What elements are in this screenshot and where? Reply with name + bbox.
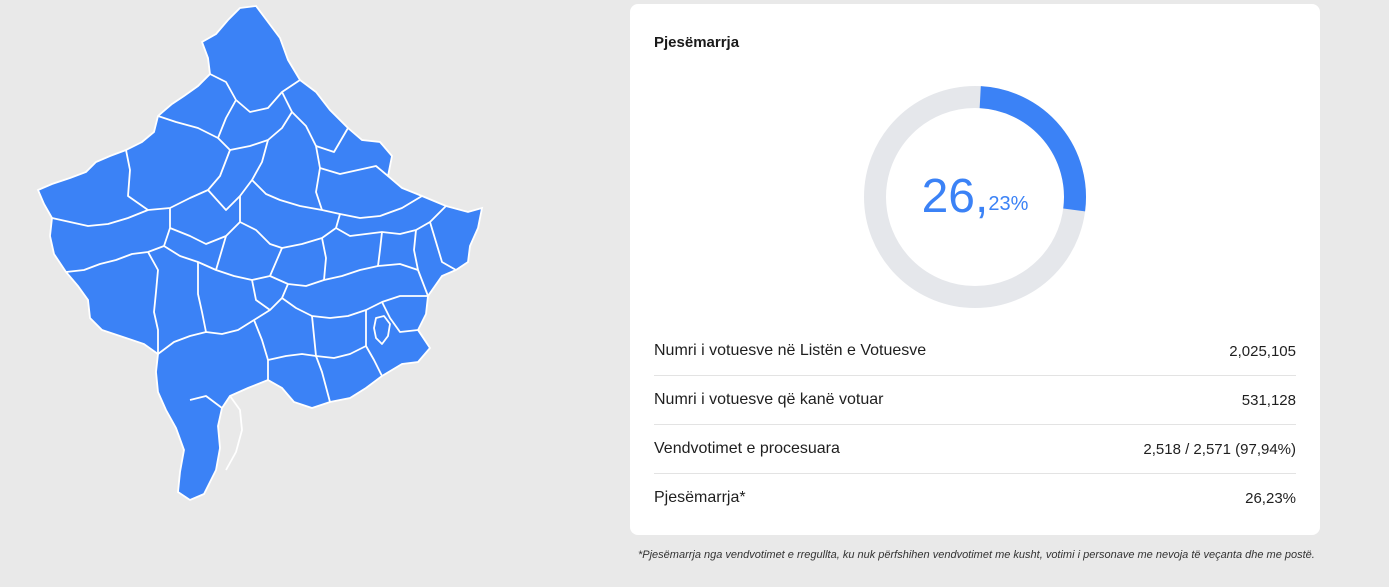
- stat-label: Vendvotimet e procesuara: [654, 440, 840, 457]
- turnout-donut: 26, 23%: [862, 84, 1088, 310]
- turnout-card: Pjesëmarrja 26, 23% Numri i votuesve në …: [630, 4, 1320, 535]
- donut-chart: [864, 86, 1086, 308]
- municipality-borders: [51, 73, 457, 471]
- stat-value: 26,23%: [1245, 489, 1296, 507]
- stat-row-registered-voters: Numri i votuesve në Listën e Votuesve 2,…: [654, 327, 1296, 376]
- stat-row-voted: Numri i votuesve që kanë votuar 531,128: [654, 376, 1296, 425]
- map-svg: [36, 5, 484, 502]
- stat-row-polling-stations: Vendvotimet e procesuara 2,518 / 2,571 (…: [654, 425, 1296, 474]
- map-outline[interactable]: [36, 5, 484, 502]
- stat-value: 2,025,105: [1229, 342, 1296, 360]
- turnout-footnote: *Pjesëmarrja nga vendvotimet e rregullta…: [638, 549, 1315, 561]
- municipality-map: [30, 0, 500, 510]
- stat-value: 2,518 / 2,571 (97,94%): [1143, 440, 1296, 458]
- turnout-decimal: 23%: [988, 192, 1029, 215]
- turnout-integer: 26,: [921, 170, 989, 223]
- stat-value: 531,128: [1241, 391, 1296, 409]
- card-title: Pjesëmarrja: [654, 34, 740, 51]
- stat-label: Numri i votuesve në Listën e Votuesve: [654, 342, 927, 359]
- stat-label: Numri i votuesve që kanë votuar: [654, 391, 884, 408]
- stat-label: Pjesëmarrja*: [654, 489, 746, 506]
- donut-progress-arc: [979, 86, 1086, 212]
- stats-list: Numri i votuesve në Listën e Votuesve 2,…: [654, 327, 1296, 522]
- donut-label: 26, 23%: [862, 84, 1088, 310]
- stat-row-turnout: Pjesëmarrja* 26,23%: [654, 474, 1296, 522]
